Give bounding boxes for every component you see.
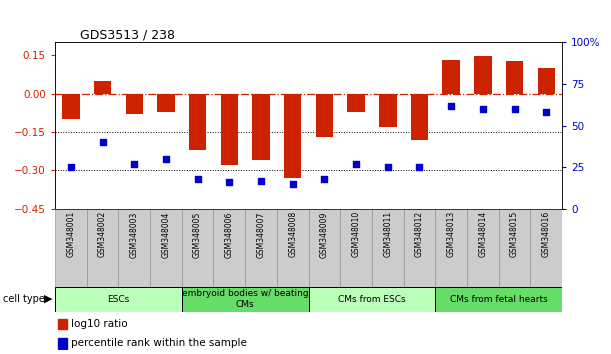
- Text: GSM348013: GSM348013: [447, 211, 456, 257]
- Text: log10 ratio: log10 ratio: [71, 319, 128, 329]
- Point: [256, 178, 266, 183]
- Text: GSM348009: GSM348009: [320, 211, 329, 258]
- Bar: [372, 209, 404, 287]
- Point: [224, 179, 234, 185]
- Text: GSM348016: GSM348016: [542, 211, 551, 257]
- Point: [320, 176, 329, 182]
- Bar: [474, 56, 492, 94]
- Point: [192, 176, 202, 182]
- Text: GSM348005: GSM348005: [193, 211, 202, 258]
- Bar: [125, 94, 143, 114]
- Bar: [252, 94, 269, 160]
- Text: GSM348006: GSM348006: [225, 211, 234, 258]
- Point: [415, 164, 425, 170]
- Point: [161, 156, 171, 162]
- Bar: [277, 209, 309, 287]
- Bar: [435, 209, 467, 287]
- Point: [541, 109, 551, 115]
- Bar: [309, 209, 340, 287]
- Text: percentile rank within the sample: percentile rank within the sample: [71, 338, 247, 348]
- Bar: [411, 94, 428, 140]
- Bar: [309, 287, 435, 312]
- Bar: [182, 209, 213, 287]
- Bar: [182, 287, 309, 312]
- Bar: [55, 287, 182, 312]
- Bar: [213, 209, 245, 287]
- Bar: [221, 94, 238, 165]
- Bar: [94, 81, 111, 94]
- Text: GSM348001: GSM348001: [67, 211, 75, 257]
- Text: ESCs: ESCs: [108, 295, 130, 304]
- Bar: [499, 209, 530, 287]
- Text: GSM348010: GSM348010: [351, 211, 360, 257]
- Bar: [157, 94, 175, 112]
- Point: [66, 164, 76, 170]
- Point: [351, 161, 361, 167]
- Text: GSM348003: GSM348003: [130, 211, 139, 258]
- Bar: [119, 209, 150, 287]
- Bar: [442, 61, 460, 94]
- Text: ▶: ▶: [44, 294, 53, 304]
- Text: GSM348002: GSM348002: [98, 211, 107, 257]
- Text: cell type: cell type: [3, 294, 45, 304]
- Bar: [348, 94, 365, 112]
- Point: [288, 181, 298, 187]
- Bar: [316, 94, 333, 137]
- Bar: [435, 287, 562, 312]
- Bar: [506, 61, 523, 94]
- Text: GSM348008: GSM348008: [288, 211, 297, 257]
- Point: [510, 106, 519, 112]
- Bar: [379, 94, 397, 127]
- Point: [383, 164, 393, 170]
- Bar: [245, 209, 277, 287]
- Point: [446, 103, 456, 109]
- Point: [130, 161, 139, 167]
- Text: GSM348014: GSM348014: [478, 211, 488, 257]
- Text: GSM348012: GSM348012: [415, 211, 424, 257]
- Bar: [57, 319, 67, 329]
- Text: GSM348004: GSM348004: [161, 211, 170, 258]
- Bar: [340, 209, 372, 287]
- Text: GSM348007: GSM348007: [257, 211, 266, 258]
- Text: CMs from fetal hearts: CMs from fetal hearts: [450, 295, 547, 304]
- Text: GSM348011: GSM348011: [383, 211, 392, 257]
- Bar: [55, 209, 87, 287]
- Bar: [189, 94, 207, 150]
- Text: GDS3513 / 238: GDS3513 / 238: [81, 28, 175, 41]
- Text: CMs from ESCs: CMs from ESCs: [338, 295, 406, 304]
- Bar: [57, 338, 67, 349]
- Point: [98, 139, 108, 145]
- Bar: [538, 68, 555, 94]
- Bar: [467, 209, 499, 287]
- Bar: [404, 209, 435, 287]
- Bar: [284, 94, 301, 178]
- Text: GSM348015: GSM348015: [510, 211, 519, 257]
- Bar: [530, 209, 562, 287]
- Bar: [87, 209, 119, 287]
- Point: [478, 106, 488, 112]
- Text: embryoid bodies w/ beating
CMs: embryoid bodies w/ beating CMs: [182, 290, 309, 309]
- Bar: [150, 209, 182, 287]
- Bar: [62, 94, 79, 119]
